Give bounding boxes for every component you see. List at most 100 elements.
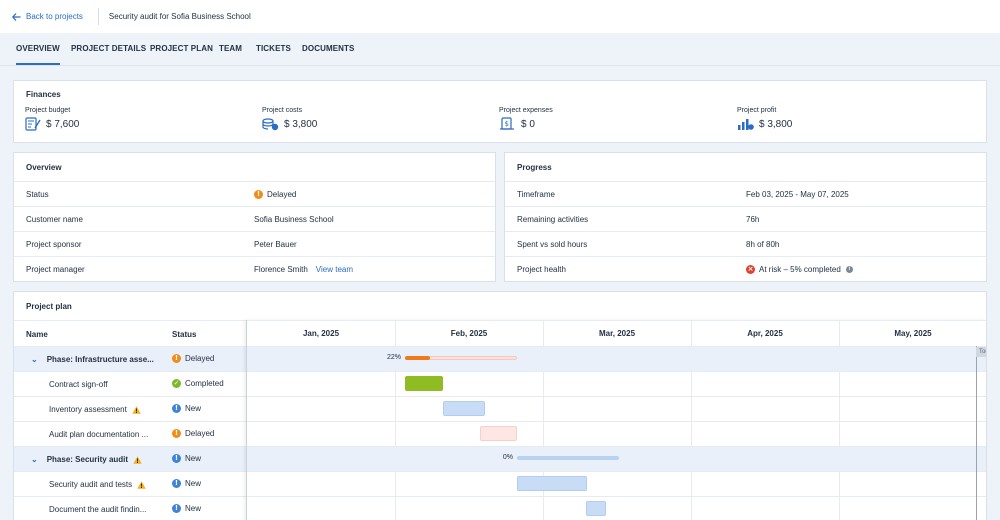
progress-title: Progress <box>517 163 552 172</box>
today-marker <box>976 346 977 520</box>
finance-costs: Project costs $ 3,800 <box>262 107 317 131</box>
month-divider <box>543 320 544 520</box>
status-text: Delayed <box>185 354 215 363</box>
tab-project-details[interactable]: PROJECT DETAILS <box>71 44 147 53</box>
plan-row-phase[interactable]: ⌄ Phase: Security audit ! New <box>14 446 246 471</box>
finance-label: Project profit <box>737 107 777 114</box>
plan-row-task[interactable]: Contract sign-off ✓ Completed <box>14 371 246 396</box>
chevron-down-icon[interactable]: ⌄ <box>31 455 38 464</box>
coins-icon <box>262 118 279 131</box>
row-value: Sofia Business School <box>254 215 334 224</box>
task-label: Audit plan documentation ... <box>49 430 149 439</box>
gantt-row-phase <box>247 346 986 371</box>
finance-value: $ 7,600 <box>46 118 80 130</box>
status-text: New <box>185 504 202 513</box>
info-icon[interactable]: i <box>845 266 853 273</box>
task-label: Document the audit findin... <box>49 505 147 514</box>
row-label: Status <box>26 190 49 199</box>
finances-title: Finances <box>26 90 61 99</box>
month-header: May, 2025 <box>894 329 932 338</box>
overview-row-customer: Customer name Sofia Business School <box>14 206 495 231</box>
finance-profit: Project profit $ 3,800 <box>737 107 792 131</box>
progress-row-hours: Spent vs sold hours 8h of 80h <box>505 231 986 256</box>
task-name: Audit plan documentation ... <box>49 430 148 439</box>
plan-header-row: Name Status <box>14 320 986 346</box>
status-text: New <box>185 404 202 413</box>
column-header-name[interactable]: Name <box>26 330 48 339</box>
tab-overview[interactable]: OVERVIEW <box>16 44 60 65</box>
row-label: Timeframe <box>517 190 555 199</box>
status-value: ! Delayed <box>254 190 296 199</box>
task-status: ✓ Completed <box>172 379 224 388</box>
tab-bar: OVERVIEW PROJECT DETAILS PROJECT PLAN TE… <box>0 33 1000 66</box>
phase-progress-fill <box>405 356 430 360</box>
expenses-icon: $ <box>500 117 514 130</box>
task-label: Phase: Security audit <box>46 455 129 464</box>
task-bar-new[interactable] <box>517 476 587 491</box>
plan-row-task[interactable]: Document the audit findin... ! New <box>14 496 246 520</box>
status-text: Delayed <box>185 429 215 438</box>
task-bar-new[interactable] <box>586 501 606 516</box>
tab-tickets[interactable]: TICKETS <box>256 44 291 53</box>
health-text: At risk – 5% completed <box>759 265 841 274</box>
task-status: ! New <box>172 454 201 463</box>
tab-documents[interactable]: DOCUMENTS <box>302 44 355 53</box>
gantt-row <box>247 496 986 520</box>
overview-title: Overview <box>26 163 62 172</box>
view-team-link[interactable]: View team <box>315 265 353 274</box>
arrow-left-icon <box>12 12 21 21</box>
tab-project-plan[interactable]: PROJECT PLAN <box>150 44 213 53</box>
error-icon: × <box>746 265 755 274</box>
warning-icon <box>137 480 146 489</box>
progress-row-timeframe: Timeframe Feb 03, 2025 - May 07, 2025 <box>505 181 986 206</box>
today-label: Today <box>976 347 986 357</box>
task-status: ! Delayed <box>172 354 214 363</box>
alert-icon: ! <box>172 429 181 438</box>
task-status: ! New <box>172 404 201 413</box>
phase-progress-track[interactable] <box>517 456 619 460</box>
phase-progress-label: 22% <box>386 354 401 361</box>
task-name: Inventory assessment <box>49 405 141 414</box>
month-divider <box>839 320 840 520</box>
page-title: Security audit for Sofia Business School <box>108 12 251 21</box>
health-value: × At risk – 5% completed i <box>746 265 853 274</box>
plan-row-task[interactable]: Audit plan documentation ... ! Delayed <box>14 421 246 446</box>
task-bar-completed[interactable] <box>405 376 443 391</box>
divider <box>97 8 99 25</box>
info-status-icon: ! <box>172 454 181 463</box>
task-bar-delayed[interactable] <box>480 426 517 441</box>
month-divider <box>691 320 692 520</box>
plan-row-task[interactable]: Inventory assessment ! New <box>14 396 246 421</box>
top-bar: Back to projects Security audit for Sofi… <box>0 0 1000 33</box>
finances-card: Finances <box>13 80 987 143</box>
info-status-icon: ! <box>172 404 181 413</box>
info-status-icon: ! <box>172 504 181 513</box>
chevron-down-icon[interactable]: ⌄ <box>31 355 38 364</box>
back-to-projects-link[interactable]: Back to projects <box>12 12 83 21</box>
finance-value: $ 0 <box>521 118 535 130</box>
gantt-row <box>247 471 986 496</box>
task-name: ⌄ Phase: Infrastructure asse... <box>31 355 154 364</box>
status-text: Completed <box>185 379 224 388</box>
overview-row-sponsor: Project sponsor Peter Bauer <box>14 231 495 256</box>
month-header: Apr, 2025 <box>747 329 783 338</box>
task-label: Phase: Infrastructure asse... <box>46 355 154 364</box>
phase-progress-label: 0% <box>502 454 513 461</box>
manager-name: Florence Smith <box>254 265 308 274</box>
overview-card: Overview Status ! Delayed Customer name … <box>13 152 496 282</box>
task-name: Document the audit findin... <box>49 505 146 514</box>
task-name: Contract sign-off <box>49 380 108 389</box>
task-bar-new[interactable] <box>443 401 485 416</box>
plan-row-task[interactable]: Security audit and tests ! New <box>14 471 246 496</box>
plan-row-phase[interactable]: ⌄ Phase: Infrastructure asse... ! Delayed <box>14 346 246 371</box>
progress-row-health: Project health × At risk – 5% completed … <box>505 256 986 281</box>
svg-text:$: $ <box>505 120 509 128</box>
task-name: Security audit and tests <box>49 480 146 489</box>
column-header-status[interactable]: Status <box>172 330 197 339</box>
tab-team[interactable]: TEAM <box>219 44 243 53</box>
row-label: Project sponsor <box>26 240 82 249</box>
project-plan-card: Project plan Name Status ⌄ Phase: Infras… <box>13 291 987 520</box>
project-plan-title: Project plan <box>26 302 72 311</box>
profit-chart-icon <box>738 119 754 130</box>
row-label: Spent vs sold hours <box>517 240 588 249</box>
